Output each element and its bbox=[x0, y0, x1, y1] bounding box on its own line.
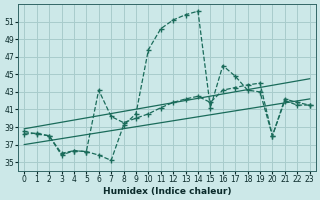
X-axis label: Humidex (Indice chaleur): Humidex (Indice chaleur) bbox=[103, 187, 231, 196]
